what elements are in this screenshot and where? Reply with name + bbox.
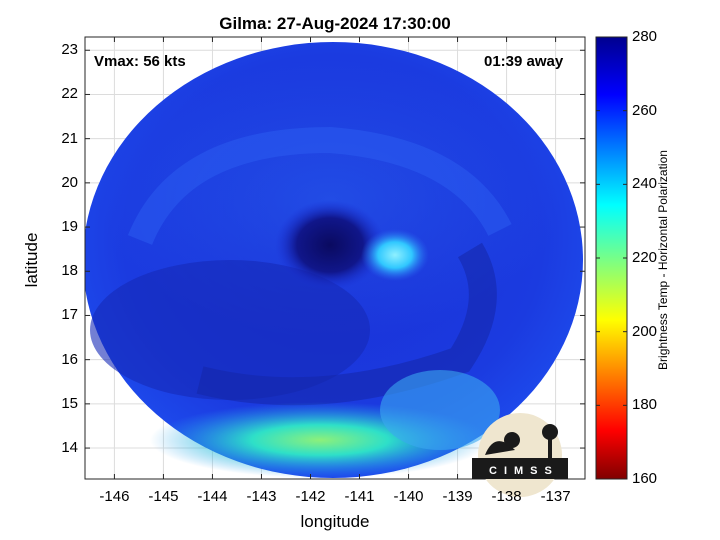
x-tick-label: -143 [246, 488, 277, 505]
x-tick-label: -145 [148, 488, 179, 505]
x-tick-label: -140 [393, 488, 424, 505]
x-tick-label: -144 [197, 488, 228, 505]
axes-frame [84, 36, 586, 480]
colorbar-tick-label: 260 [632, 101, 658, 119]
satellite-swath [85, 42, 583, 478]
y-tick-label: 22 [61, 85, 78, 103]
y-tick-label: 17 [61, 306, 78, 324]
colorbar-ticks [596, 36, 627, 480]
colorbar-tick-label: 240 [632, 175, 658, 193]
colorbar-tick-label: 160 [632, 470, 658, 487]
x-tick-label: -142 [295, 488, 326, 505]
y-axis-label-text: latitude [22, 232, 41, 288]
colorbar-label: Brightness Temp - Horizontal Polarizatio… [656, 150, 670, 370]
vmax-label: Vmax: 56 kts [94, 53, 186, 70]
colorbar [595, 36, 628, 480]
y-tick-label: 23 [61, 41, 78, 59]
y-tick-label: 16 [61, 350, 78, 368]
y-tick-label: 21 [61, 129, 78, 147]
colorbar-tick-label: 200 [632, 322, 658, 340]
x-tick-label: -137 [540, 488, 571, 505]
tick-marks [85, 37, 585, 479]
logo-text: CIMSS [489, 465, 559, 477]
colorbar-tick-label: 220 [632, 249, 658, 266]
x-tick-label: -138 [491, 488, 522, 505]
colorbar-tick-label: 280 [632, 28, 658, 45]
time-away-label: 01:39 away [484, 53, 564, 70]
x-tick-label: -139 [442, 488, 473, 505]
x-tick-label: -146 [99, 488, 130, 505]
x-axis-label: longitude [300, 512, 370, 531]
chart-title: Gilma: 27-Aug-2024 17:30:00 [219, 14, 451, 33]
y-tick-label: 14 [61, 439, 78, 457]
y-tick-label: 19 [61, 218, 78, 236]
y-tick-label: 18 [61, 262, 78, 280]
y-tick-label: 15 [61, 394, 78, 412]
x-tick-label: -141 [344, 488, 375, 505]
colorbar-tick-label: 180 [632, 396, 658, 414]
y-tick-label: 20 [61, 173, 78, 191]
cimss-logo [472, 413, 568, 497]
